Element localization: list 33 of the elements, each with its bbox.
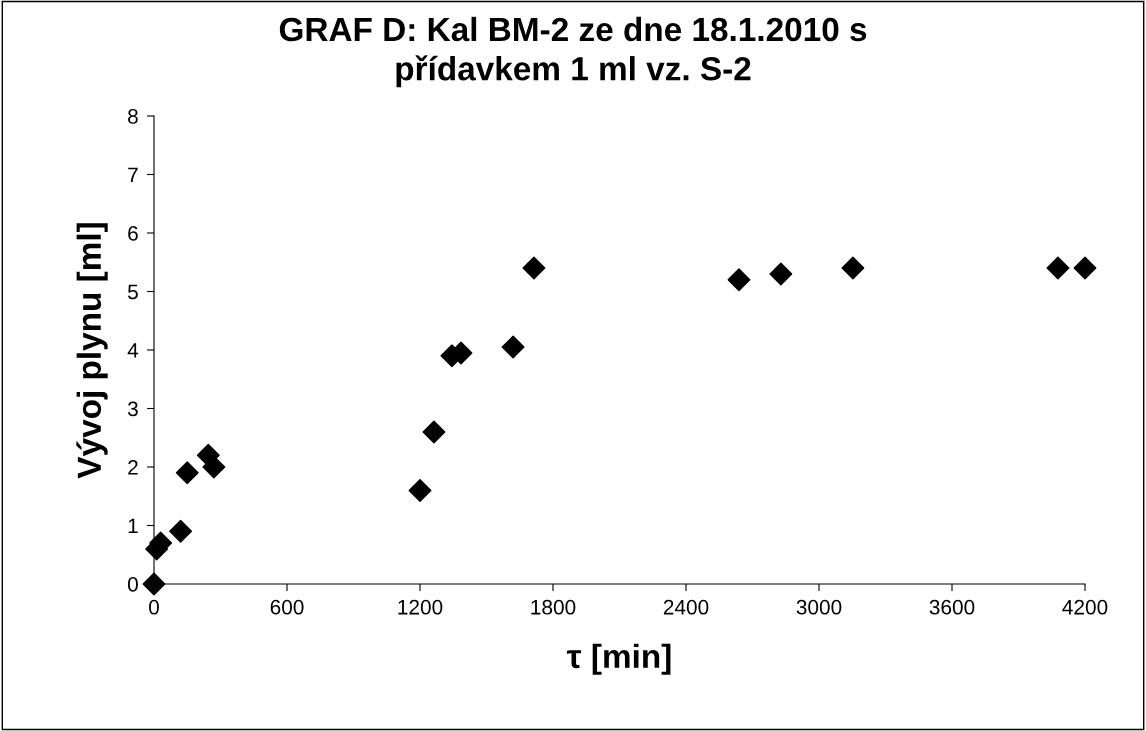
- chart-title: GRAF D: Kal BM-2 ze dne 18.1.2010 s přídavkem 1 ml vz. S-2: [279, 16, 867, 88]
- point: [1073, 256, 1097, 280]
- point: [175, 461, 199, 485]
- x-tick-label: 3600: [929, 599, 975, 615]
- point: [169, 519, 193, 543]
- y-tick-label: 8: [128, 109, 138, 124]
- x-tick-label: 600: [270, 599, 304, 615]
- point: [1046, 256, 1070, 280]
- y-tick-label: 0: [127, 577, 138, 592]
- x-tick-label: 1800: [531, 599, 576, 615]
- x-tick-label: 2400: [663, 599, 709, 615]
- y-tick-label: 3: [127, 401, 138, 417]
- y-axis-title: Vývoj plynu [ml]: [76, 223, 108, 479]
- point: [769, 262, 793, 286]
- point: [841, 256, 865, 280]
- point: [727, 268, 751, 292]
- point: [202, 455, 226, 479]
- x-tick-label: 3000: [796, 599, 842, 615]
- y-tick-label: 1: [128, 518, 138, 534]
- point: [501, 335, 525, 359]
- x-tick-label: 0: [149, 599, 159, 615]
- x-tick-label: 1200: [398, 599, 443, 615]
- point: [142, 572, 166, 596]
- y-tick-label: 7: [128, 167, 138, 183]
- y-tick-label: 6: [128, 226, 138, 241]
- point: [522, 256, 546, 280]
- y-tick-label: 2: [128, 460, 138, 475]
- y-tick-label: 5: [127, 284, 138, 300]
- point: [408, 478, 432, 502]
- point: [422, 420, 446, 444]
- x-axis-title: τ [min]: [566, 643, 671, 675]
- x-tick-label: 4200: [1062, 599, 1108, 615]
- y-tick-label: 4: [127, 343, 139, 358]
